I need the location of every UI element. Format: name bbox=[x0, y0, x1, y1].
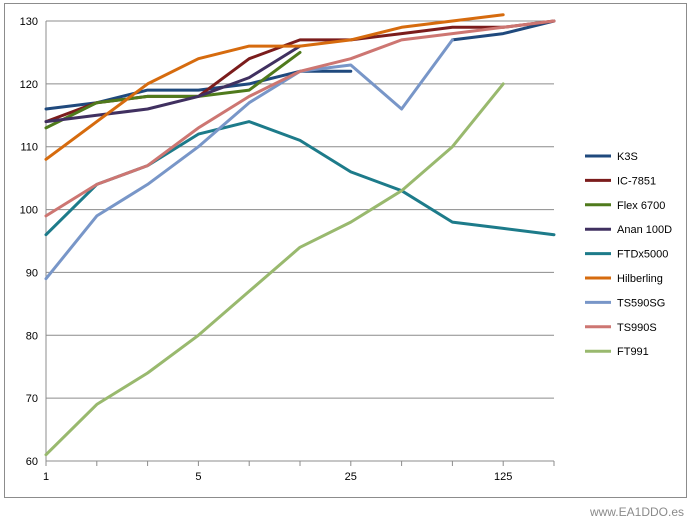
legend-label: TS590SG bbox=[617, 297, 665, 309]
x-tick-label: 1 bbox=[43, 471, 49, 483]
tick-labels: 60 70 80 90 100 110 120 130 1 5 25 125 bbox=[20, 16, 513, 483]
legend: K3S IC-7851 Flex 6700 Anan 100D FTDx5000 Hilb… bbox=[585, 151, 672, 358]
gridlines bbox=[46, 20, 554, 399]
y-tick-label: 90 bbox=[26, 267, 38, 279]
y-tick-label: 120 bbox=[20, 79, 38, 91]
series-line-ft991 bbox=[44, 82, 505, 457]
series-line-ftdx5000 bbox=[44, 120, 556, 237]
legend-label: IC-7851 bbox=[617, 175, 656, 187]
x-tick-label: 25 bbox=[345, 471, 357, 483]
legend-label: TS990S bbox=[617, 322, 657, 334]
x-tick-label: 5 bbox=[195, 471, 201, 483]
y-tick-label: 100 bbox=[20, 205, 38, 217]
legend-label: FTDx5000 bbox=[617, 249, 668, 261]
y-tick-label: 70 bbox=[26, 393, 38, 405]
chart-frame: 60 70 80 90 100 110 120 130 1 5 25 125 K3S IC-7851 Fl… bbox=[4, 3, 687, 498]
axes bbox=[45, 21, 555, 466]
legend-label: FT991 bbox=[617, 346, 649, 358]
series-line-flex-6700 bbox=[44, 50, 302, 130]
watermark: www.EA1DDO.es bbox=[589, 505, 684, 519]
y-tick-label: 130 bbox=[20, 16, 38, 28]
series-line-ts590sg bbox=[44, 38, 454, 281]
series-line-anan-100d bbox=[44, 44, 302, 124]
legend-label: Anan 100D bbox=[617, 224, 672, 236]
y-tick-label: 60 bbox=[26, 456, 38, 468]
y-tick-label: 110 bbox=[20, 142, 38, 154]
series-lines bbox=[44, 13, 556, 457]
series-line-k3s bbox=[44, 19, 556, 111]
line-chart: 60 70 80 90 100 110 120 130 1 5 25 125 K3S IC-7851 Fl… bbox=[20, 13, 672, 483]
legend-label: K3S bbox=[617, 151, 638, 163]
legend-label: Flex 6700 bbox=[617, 200, 665, 212]
series-line-ts990s bbox=[44, 19, 556, 218]
y-tick-label: 80 bbox=[26, 330, 38, 342]
x-tick-label: 125 bbox=[494, 471, 512, 483]
legend-label: Hilberling bbox=[617, 273, 663, 285]
series-line-hilberling bbox=[44, 13, 505, 161]
